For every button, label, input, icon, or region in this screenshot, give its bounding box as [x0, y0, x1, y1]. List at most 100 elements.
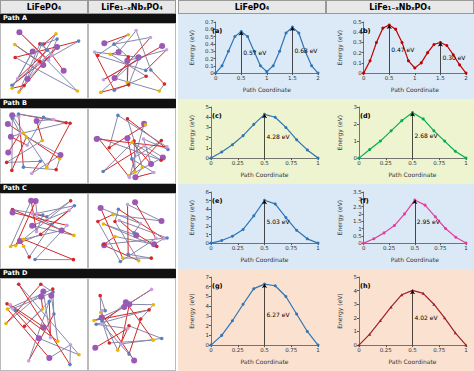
svg-text:(f): (f): [360, 197, 369, 205]
svg-text:0.75: 0.75: [285, 245, 298, 251]
svg-text:Energy (eV): Energy (eV): [336, 200, 344, 235]
svg-text:1: 1: [354, 138, 358, 144]
svg-text:0.25: 0.25: [383, 245, 396, 251]
svg-text:Energy (eV): Energy (eV): [188, 293, 196, 328]
svg-text:1: 1: [464, 245, 468, 251]
svg-text:0.25: 0.25: [232, 347, 245, 353]
svg-text:0.57 eV: 0.57 eV: [243, 49, 267, 56]
svg-text:5: 5: [206, 293, 210, 299]
svg-text:0.25: 0.25: [380, 160, 393, 166]
svg-text:5: 5: [354, 274, 358, 280]
svg-text:0.2: 0.2: [353, 50, 362, 56]
svg-text:4.02 eV: 4.02 eV: [415, 314, 439, 321]
svg-text:0.75: 0.75: [433, 347, 446, 353]
svg-text:1.5: 1.5: [288, 75, 297, 81]
svg-text:0.1: 0.1: [205, 63, 214, 69]
svg-text:Path Coordinate: Path Coordinate: [389, 171, 437, 178]
svg-text:6: 6: [206, 284, 210, 290]
svg-text:Path Coordinate: Path Coordinate: [389, 358, 437, 365]
svg-text:4: 4: [206, 206, 210, 212]
svg-text:2: 2: [354, 315, 358, 321]
svg-text:0.4: 0.4: [205, 41, 214, 47]
svg-text:0.5: 0.5: [408, 347, 417, 353]
svg-text:2: 2: [316, 75, 320, 81]
svg-text:0.5: 0.5: [385, 75, 394, 81]
svg-text:5: 5: [206, 198, 210, 204]
svg-text:0: 0: [362, 245, 366, 251]
svg-text:0: 0: [357, 160, 361, 166]
svg-text:0.5: 0.5: [408, 160, 417, 166]
svg-text:2: 2: [464, 75, 468, 81]
svg-text:0.75: 0.75: [285, 160, 298, 166]
svg-text:4: 4: [206, 303, 210, 309]
svg-text:1: 1: [354, 328, 358, 334]
svg-text:1: 1: [206, 145, 210, 151]
svg-text:3: 3: [206, 313, 210, 319]
svg-text:0.75: 0.75: [433, 160, 446, 166]
svg-text:3: 3: [206, 124, 210, 130]
svg-text:0.47 eV: 0.47 eV: [391, 46, 415, 53]
svg-text:(g): (g): [212, 282, 223, 290]
svg-text:Energy (eV): Energy (eV): [336, 30, 344, 65]
svg-text:0.5: 0.5: [260, 245, 269, 251]
svg-text:2: 2: [358, 211, 362, 217]
svg-text:1: 1: [206, 232, 210, 238]
svg-text:0.3: 0.3: [353, 39, 362, 45]
svg-text:Path Coordinate: Path Coordinate: [241, 358, 289, 365]
svg-text:3: 3: [354, 104, 358, 110]
svg-text:4: 4: [206, 114, 210, 120]
svg-text:3: 3: [354, 301, 358, 307]
svg-text:0: 0: [209, 245, 213, 251]
svg-text:0.5: 0.5: [353, 19, 362, 25]
svg-text:Path Coordinate: Path Coordinate: [391, 256, 439, 263]
svg-text:0.75: 0.75: [285, 347, 298, 353]
svg-text:2: 2: [206, 323, 210, 329]
svg-text:2: 2: [354, 121, 358, 127]
svg-text:3: 3: [206, 215, 210, 221]
svg-text:(e): (e): [212, 197, 222, 205]
svg-text:0.2: 0.2: [205, 56, 214, 62]
svg-text:(a): (a): [212, 27, 222, 35]
svg-text:0: 0: [357, 347, 361, 353]
svg-text:1.5: 1.5: [353, 218, 362, 224]
svg-text:0.5: 0.5: [353, 233, 362, 239]
svg-text:0.5: 0.5: [410, 245, 419, 251]
svg-text:5: 5: [206, 104, 210, 110]
svg-text:2.95 eV: 2.95 eV: [417, 218, 441, 225]
svg-text:2.5: 2.5: [353, 204, 362, 210]
svg-text:(c): (c): [212, 112, 222, 120]
svg-text:(d): (d): [360, 112, 371, 120]
svg-text:2: 2: [206, 223, 210, 229]
svg-text:0: 0: [362, 75, 366, 81]
svg-text:0: 0: [209, 160, 213, 166]
svg-text:0.5: 0.5: [205, 34, 214, 40]
svg-text:1: 1: [265, 75, 269, 81]
svg-text:0: 0: [214, 75, 218, 81]
svg-text:Path Coordinate: Path Coordinate: [241, 171, 289, 178]
svg-text:Path Coordinate: Path Coordinate: [243, 86, 291, 93]
svg-text:0.7: 0.7: [205, 19, 214, 25]
svg-text:2: 2: [206, 135, 210, 141]
svg-text:6.27 eV: 6.27 eV: [267, 311, 291, 318]
svg-text:0: 0: [209, 347, 213, 353]
svg-text:0.63 eV: 0.63 eV: [294, 47, 318, 54]
svg-text:Path Coordinate: Path Coordinate: [241, 256, 289, 263]
svg-text:3.5: 3.5: [353, 189, 362, 195]
svg-text:7: 7: [206, 274, 210, 280]
svg-text:1: 1: [316, 347, 320, 353]
svg-text:1: 1: [316, 245, 320, 251]
svg-text:0.25: 0.25: [232, 160, 245, 166]
svg-text:0.5: 0.5: [260, 347, 269, 353]
svg-text:Energy (eV): Energy (eV): [188, 200, 196, 235]
svg-text:0.30 eV: 0.30 eV: [442, 54, 466, 61]
svg-text:6: 6: [206, 189, 210, 195]
svg-text:4: 4: [354, 288, 358, 294]
svg-text:0.3: 0.3: [205, 48, 214, 54]
svg-text:1: 1: [413, 75, 417, 81]
svg-text:4.28 eV: 4.28 eV: [267, 133, 291, 140]
svg-text:0.5: 0.5: [237, 75, 246, 81]
svg-text:0.5: 0.5: [260, 160, 269, 166]
svg-text:Energy (eV): Energy (eV): [188, 115, 196, 150]
svg-text:1: 1: [464, 347, 468, 353]
svg-text:0.25: 0.25: [380, 347, 393, 353]
